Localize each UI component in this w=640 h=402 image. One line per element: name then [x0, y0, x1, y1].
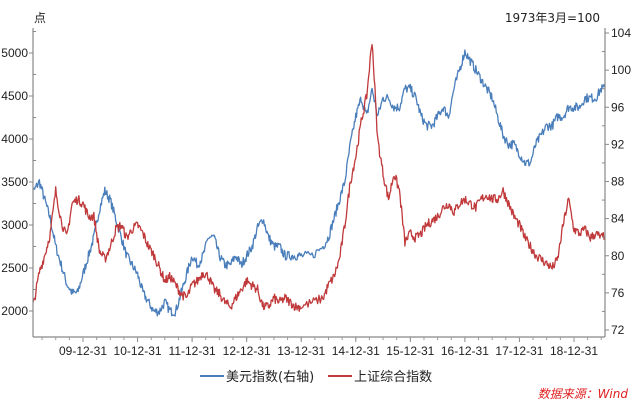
left-axis-unit: 点 [34, 11, 46, 25]
right-tick-label: 96 [611, 100, 625, 114]
data-source-note: 数据来源：Wind [537, 387, 628, 401]
plot-lines [32, 43, 606, 317]
x-tick-label: 15-12-31 [386, 344, 434, 358]
right-tick-label: 92 [611, 137, 625, 151]
left-tick-label: 3000 [1, 218, 28, 232]
left-tick-label: 2000 [1, 304, 28, 318]
legend: 美元指数(右轴) 上证综合指数 [200, 366, 442, 385]
right-tick-label: 80 [611, 249, 625, 263]
x-tick-label: 09-12-31 [59, 344, 107, 358]
left-tick-label: 4500 [1, 89, 28, 103]
left-tick-label: 4000 [1, 132, 28, 146]
x-tick-label: 16-12-31 [441, 344, 489, 358]
x-tick-label: 11-12-31 [169, 344, 216, 358]
left-tick-label: 5000 [1, 46, 28, 60]
x-tick-label: 13-12-31 [277, 344, 325, 358]
legend-item-usd-index: 美元指数(右轴) [200, 366, 314, 385]
right-tick-label: 88 [611, 175, 625, 189]
right-tick-label: 84 [611, 212, 625, 226]
x-tick-label: 10-12-31 [114, 344, 162, 358]
legend-label-usd-index: 美元指数(右轴) [226, 370, 315, 385]
line-chart: 2000 2500 3000 3500 4000 4500 5000 72 76 80 84 88 92… [1, 11, 631, 358]
right-tick-label: 100 [611, 63, 631, 77]
right-axis-unit: 1973年3月=100 [505, 11, 600, 25]
axes: 2000 2500 3000 3500 4000 4500 5000 72 76 80 84 88 92… [1, 26, 631, 358]
left-tick-label: 2500 [1, 261, 28, 275]
x-tick-label: 12-12-31 [223, 344, 271, 358]
right-tick-label: 104 [611, 26, 631, 40]
left-tick-label: 3500 [1, 175, 28, 189]
legend-swatch-red [328, 374, 353, 377]
usd-index-line [32, 49, 606, 317]
right-tick-label: 72 [611, 323, 625, 337]
x-tick-label: 14-12-31 [332, 344, 380, 358]
legend-swatch-blue [200, 374, 224, 377]
right-tick-label: 76 [611, 286, 625, 300]
legend-item-sse-index: 上证综合指数 [328, 366, 432, 385]
legend-label-sse-index: 上证综合指数 [354, 370, 433, 385]
x-tick-label: 17-12-31 [495, 344, 543, 358]
sse-index-line [32, 43, 605, 312]
x-tick-label: 18-12-31 [550, 344, 598, 358]
